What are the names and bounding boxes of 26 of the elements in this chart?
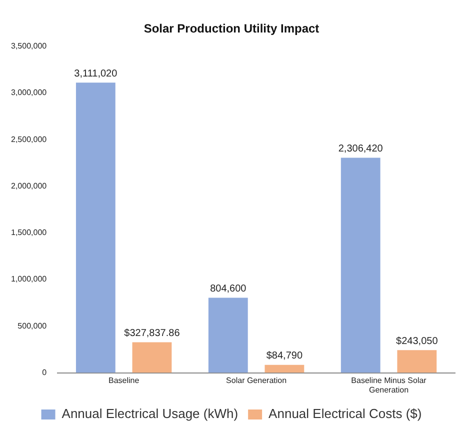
bar <box>132 342 172 373</box>
y-tick-label: 3,000,000 <box>10 88 48 98</box>
data-label: 2,306,420 <box>338 143 384 154</box>
y-tick-label: 1,000,000 <box>10 274 48 284</box>
y-tick-label: 2,000,000 <box>10 181 48 190</box>
data-label: $327,837.86 <box>124 328 180 339</box>
data-label: 804,600 <box>210 284 247 295</box>
x-tick-label: Baseline Minus Solar Generation <box>351 376 427 394</box>
x-tick-label: Baseline <box>108 376 140 385</box>
bar <box>76 82 116 373</box>
legend-label: Annual Electrical Costs ($) <box>268 406 422 422</box>
x-tick-label: Solar Generation <box>226 376 287 385</box>
data-label: 3,111,020 <box>74 68 118 80</box>
y-tick-label: 2,500,000 <box>10 134 48 144</box>
chart-title: Solar Production Utility Impact <box>144 22 320 36</box>
data-label: $243,050 <box>396 336 438 347</box>
bar <box>264 364 304 373</box>
legend-label: Annual Electrical Usage (kWh) <box>62 406 238 422</box>
bar <box>208 298 248 373</box>
bar <box>340 158 380 373</box>
bar <box>397 350 437 373</box>
y-tick-label: 1,500,000 <box>10 228 48 238</box>
y-tick-label: 500,000 <box>18 321 48 330</box>
data-label: $84,790 <box>266 350 303 362</box>
y-tick-label: 3,500,000 <box>10 42 48 51</box>
y-tick-label: 0 <box>42 368 48 378</box>
